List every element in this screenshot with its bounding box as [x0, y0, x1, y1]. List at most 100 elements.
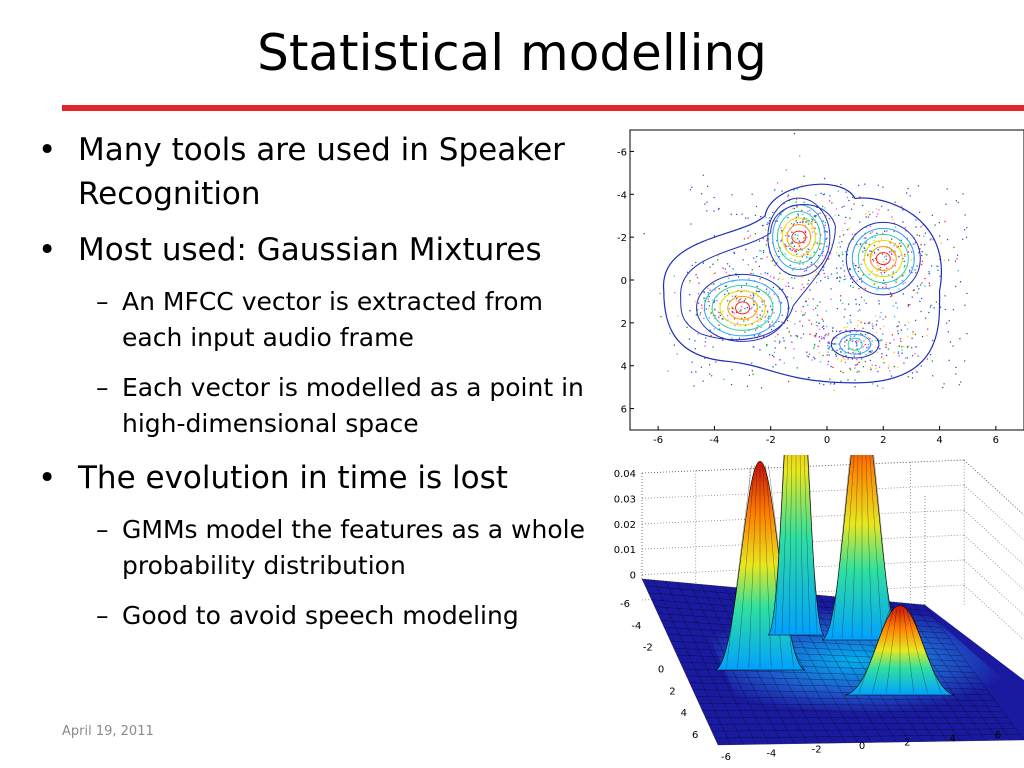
scatter-point	[817, 261, 819, 264]
scatter-point	[794, 239, 797, 241]
scatter-point	[814, 335, 816, 337]
bullet-text: Each vector is modelled as a point in hi…	[122, 373, 584, 438]
scatter-point	[769, 217, 771, 219]
scatter-point	[920, 263, 923, 266]
scatter-point	[836, 252, 838, 254]
scatter-point	[659, 292, 661, 295]
scatter-point	[786, 327, 788, 329]
scatter-point	[904, 324, 906, 326]
scatter-point	[816, 281, 818, 284]
scatter-point	[778, 255, 780, 258]
scatter-point	[756, 316, 758, 319]
scatter-point	[852, 286, 854, 288]
scatter-point	[817, 213, 819, 215]
scatter-point	[907, 243, 909, 246]
scatter-point	[838, 214, 840, 216]
scatter-point	[751, 323, 753, 325]
scatter-point	[928, 285, 931, 287]
scatter-point	[791, 341, 793, 343]
scatter-point	[842, 264, 844, 266]
scatter-point	[744, 331, 746, 333]
scatter-point	[877, 286, 880, 288]
scatter-point	[847, 379, 849, 381]
scatter-point	[803, 217, 805, 219]
scatter-point	[808, 298, 810, 300]
dash-icon: –	[96, 601, 109, 630]
scatter-point	[754, 310, 756, 312]
scatter-point	[849, 268, 851, 270]
scatter-point	[898, 355, 900, 357]
scatter-point	[793, 132, 796, 135]
scatter-point	[869, 250, 871, 252]
scatter-point	[906, 328, 909, 330]
scatter-point	[715, 361, 717, 363]
scatter-point	[769, 323, 771, 326]
scatter-point	[875, 208, 878, 210]
scatter-point	[712, 299, 714, 302]
scatter-point	[787, 282, 790, 284]
scatter-point	[719, 328, 721, 330]
scatter-point	[860, 296, 863, 298]
scatter-point	[789, 264, 792, 267]
scatter-point	[793, 222, 795, 225]
contour-ring	[719, 290, 766, 326]
scatter-point	[834, 343, 836, 345]
scatter-point	[820, 192, 822, 194]
scatter-point	[774, 264, 776, 266]
scatter-point	[876, 262, 878, 264]
scatter-point	[824, 224, 826, 226]
scatter-point	[877, 370, 879, 373]
scatter-point	[781, 239, 783, 241]
scatter-point	[891, 295, 893, 297]
y-tick-label: 4	[621, 362, 627, 373]
scatter-point	[741, 213, 743, 215]
scatter-point	[830, 288, 832, 290]
scatter-point	[761, 224, 764, 227]
scatter-point	[708, 300, 710, 303]
scatter-point	[878, 209, 880, 211]
scatter-point	[943, 383, 945, 385]
scatter-point	[894, 201, 896, 203]
scatter-point	[759, 278, 761, 280]
scatter-point	[960, 381, 962, 383]
scatter-point	[731, 194, 733, 196]
scatter-point	[761, 310, 763, 312]
scatter-point	[901, 349, 903, 351]
scatter-point	[772, 286, 774, 288]
scatter-point	[765, 284, 767, 286]
scatter-point	[944, 308, 946, 311]
scatter-point	[889, 342, 891, 344]
scatter-point	[689, 294, 691, 296]
scatter-point	[860, 321, 862, 323]
scatter-point	[901, 352, 903, 354]
scatter-point	[842, 357, 844, 359]
scatter-point	[827, 351, 829, 353]
scatter-point	[867, 254, 869, 256]
scatter-point	[959, 281, 962, 283]
mesh-line	[869, 455, 883, 639]
scatter-point	[871, 270, 874, 272]
scatter-point	[881, 339, 883, 341]
scatter-point	[824, 230, 827, 232]
scatter-point	[756, 256, 758, 258]
scatter-point	[891, 219, 894, 221]
mesh-line	[803, 455, 811, 634]
scatter-point	[953, 246, 955, 249]
scatter-point	[955, 200, 957, 202]
scatter-point	[919, 248, 921, 250]
scatter-point	[807, 210, 809, 213]
scatter-point	[718, 287, 720, 290]
scatter-point	[843, 278, 845, 281]
scatter-point	[852, 351, 854, 354]
scatter-point	[918, 235, 921, 237]
scatter-point	[914, 353, 916, 355]
scatter-point	[795, 201, 797, 203]
scatter-point	[694, 348, 696, 350]
scatter-point	[938, 258, 941, 261]
scatter-point	[885, 270, 888, 272]
scatter-point	[806, 220, 808, 223]
scatter-point	[897, 351, 900, 353]
scatter-point	[836, 272, 838, 274]
bullet-text: GMMs model the features as a whole proba…	[122, 515, 585, 580]
scatter-point	[829, 345, 832, 347]
